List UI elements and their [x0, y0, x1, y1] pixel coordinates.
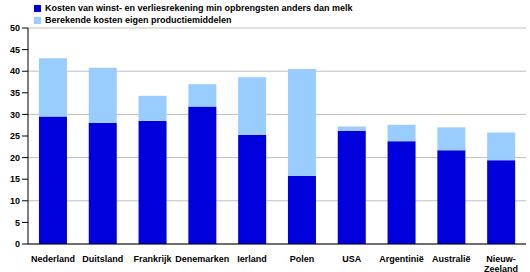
svg-text:Frankrijk: Frankrijk — [133, 254, 172, 264]
svg-text:35: 35 — [10, 88, 20, 98]
svg-text:40: 40 — [10, 66, 20, 76]
html-text:Kosten van winst- en verliesre: Kosten van winst- en verliesrekening min… — [45, 3, 353, 13]
svg-text:45: 45 — [10, 45, 20, 55]
svg-text:15: 15 — [10, 174, 20, 184]
html-text:Berekende kosten eigen product: Berekende kosten eigen productiemiddelen — [45, 15, 232, 25]
svg-text:Ierland: Ierland — [237, 254, 267, 264]
svg-text:5: 5 — [15, 218, 20, 228]
svg-text:Polen: Polen — [290, 254, 315, 264]
svg-text:USA: USA — [342, 254, 362, 264]
svg-text:0: 0 — [15, 239, 20, 249]
svg-text:50: 50 — [10, 23, 20, 33]
svg-text:20: 20 — [10, 153, 20, 163]
svg-text:Denemarken: Denemarken — [175, 254, 229, 264]
svg-text:25: 25 — [10, 131, 20, 141]
svg-text:Nederland: Nederland — [31, 254, 75, 264]
svg-text:Argentinië: Argentinië — [379, 254, 424, 264]
svg-text:Nieuw-Zeeland: Nieuw-Zeeland — [484, 254, 518, 272]
svg-text:Duitsland: Duitsland — [82, 254, 123, 264]
svg-text:Australië: Australië — [432, 254, 471, 264]
svg-text:10: 10 — [10, 196, 20, 206]
svg-text:30: 30 — [10, 110, 20, 120]
